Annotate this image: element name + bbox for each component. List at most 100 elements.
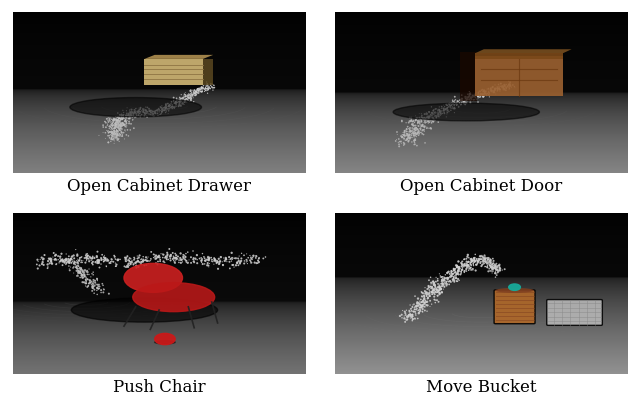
Point [177,95,188,101]
Point [416,121,426,128]
Point [109,138,120,144]
Point [109,125,120,132]
Point [175,95,185,101]
Point [73,272,83,279]
Point [177,101,188,107]
Point [109,117,119,123]
Point [394,143,404,150]
Point [83,269,93,275]
Point [467,257,477,264]
Point [197,87,207,93]
Point [466,267,476,273]
Point [227,255,237,261]
Point [142,255,152,262]
Point [442,104,452,111]
Point [452,278,462,284]
Point [490,263,500,269]
Point [179,101,189,108]
Point [188,89,198,95]
Point [141,262,152,268]
Point [433,110,444,116]
Point [113,110,123,116]
Point [418,290,428,296]
Point [452,269,463,276]
Point [211,258,221,264]
Point [465,259,476,266]
Point [147,111,157,117]
Point [105,124,115,130]
Point [496,81,506,87]
Point [406,311,416,318]
Point [197,88,207,95]
Point [480,90,490,96]
Point [225,265,235,271]
Point [495,86,505,93]
Point [470,267,481,274]
Point [490,86,500,92]
Point [463,258,474,265]
Point [403,131,413,138]
Point [77,273,88,279]
Point [474,257,484,264]
Point [479,90,490,96]
Point [501,85,511,92]
Point [474,90,484,97]
Circle shape [509,284,520,291]
Point [74,268,84,275]
Point [170,259,180,265]
Point [430,117,440,124]
Point [171,254,181,261]
Point [113,114,123,120]
Point [225,258,235,265]
Point [406,132,417,139]
Point [397,117,407,124]
Point [177,98,187,105]
Point [439,274,449,280]
Point [99,286,109,293]
Point [404,126,415,132]
Point [156,104,166,110]
Point [109,125,120,131]
Point [56,250,67,257]
Point [487,264,497,270]
Point [479,254,489,260]
Point [488,88,498,95]
Point [424,118,434,125]
Point [148,112,158,118]
Point [451,262,461,269]
Point [488,265,499,272]
Point [154,106,164,112]
Point [111,117,122,123]
Point [465,98,476,104]
Point [437,278,447,284]
Point [124,257,134,264]
Point [153,253,163,260]
Point [483,257,493,263]
Point [454,264,464,270]
Point [419,299,429,306]
Point [102,258,112,264]
Point [428,114,438,120]
Point [168,103,178,110]
Point [146,249,156,255]
Point [463,262,474,268]
Point [409,137,419,144]
Point [159,108,169,114]
Point [190,92,200,99]
Point [166,252,176,258]
Point [206,254,216,261]
Point [435,272,445,279]
Point [197,250,207,257]
Point [405,125,415,131]
Point [435,106,445,113]
Point [490,82,500,88]
Point [171,98,181,105]
Point [107,130,117,137]
Point [196,88,207,95]
Polygon shape [475,49,572,53]
Point [425,114,435,120]
Point [426,125,436,132]
Point [461,268,472,274]
Point [106,121,116,127]
Point [156,110,166,117]
